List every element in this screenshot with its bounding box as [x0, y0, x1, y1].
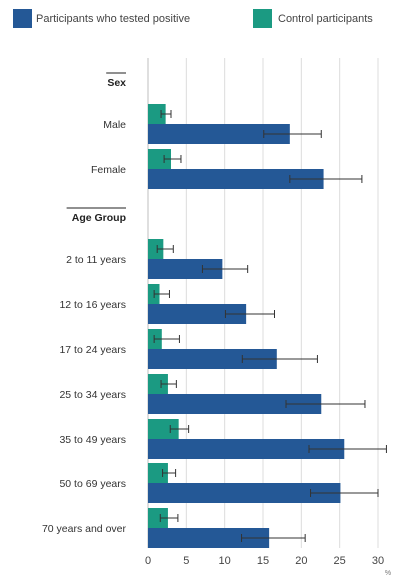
- category-label-7: 50 to 69 years: [59, 478, 126, 490]
- x-tick-label-30: 30: [372, 555, 384, 567]
- group-header-1: Age Group: [72, 212, 126, 224]
- bar-1-2: [148, 259, 223, 279]
- bar-0-5: [148, 374, 168, 394]
- bar-0-1: [148, 149, 171, 169]
- legend-swatch-0: [13, 9, 32, 28]
- legend: Participants who tested positive Control …: [13, 9, 373, 28]
- bar-1-3: [148, 304, 247, 324]
- x-tick-label-0: 0: [145, 555, 151, 567]
- bar-0-7: [148, 463, 168, 483]
- legend-label-1: Control participants: [278, 13, 373, 25]
- x-axis: 0 5 10 15 20 25 30%: [145, 555, 391, 577]
- bar-1-0: [148, 124, 290, 144]
- bar-0-6: [148, 419, 179, 439]
- legend-label-0: Participants who tested positive: [36, 13, 190, 25]
- bar-1-7: [148, 483, 341, 503]
- bar-0-0: [148, 104, 166, 124]
- x-tick-label-20: 20: [295, 555, 307, 567]
- bar-1-4: [148, 349, 277, 369]
- legend-swatch-1: [253, 9, 272, 28]
- bar-1-5: [148, 394, 322, 414]
- bar-1-8: [148, 528, 270, 548]
- error-bars: [153, 110, 387, 542]
- category-labels: Male Female 2 to 11 years 12 to 16 years 17 …: [42, 119, 127, 535]
- category-label-6: 35 to 49 years: [59, 434, 126, 446]
- category-label-2: 2 to 11 years: [66, 254, 126, 266]
- x-tick-label-25: 25: [334, 555, 346, 567]
- category-label-1: Female: [91, 164, 126, 176]
- bar-0-2: [148, 239, 164, 259]
- bar-0-8: [148, 508, 168, 528]
- group-header-0: Sex: [107, 77, 126, 89]
- category-label-4: 17 to 24 years: [59, 344, 126, 356]
- bars: [148, 104, 345, 548]
- bar-1-1: [148, 169, 324, 189]
- group-headers: Sex Age Group: [66, 72, 126, 224]
- category-label-8: 70 years and over: [42, 523, 127, 535]
- x-tick-label-10: 10: [219, 555, 231, 567]
- bar-1-6: [148, 439, 345, 459]
- x-tick-label-5: 5: [183, 555, 189, 567]
- x-axis-unit: %: [385, 570, 391, 577]
- x-tick-label-15: 15: [257, 555, 269, 567]
- category-label-0: Male: [103, 119, 126, 131]
- category-label-5: 25 to 34 years: [59, 389, 126, 401]
- category-label-3: 12 to 16 years: [59, 299, 126, 311]
